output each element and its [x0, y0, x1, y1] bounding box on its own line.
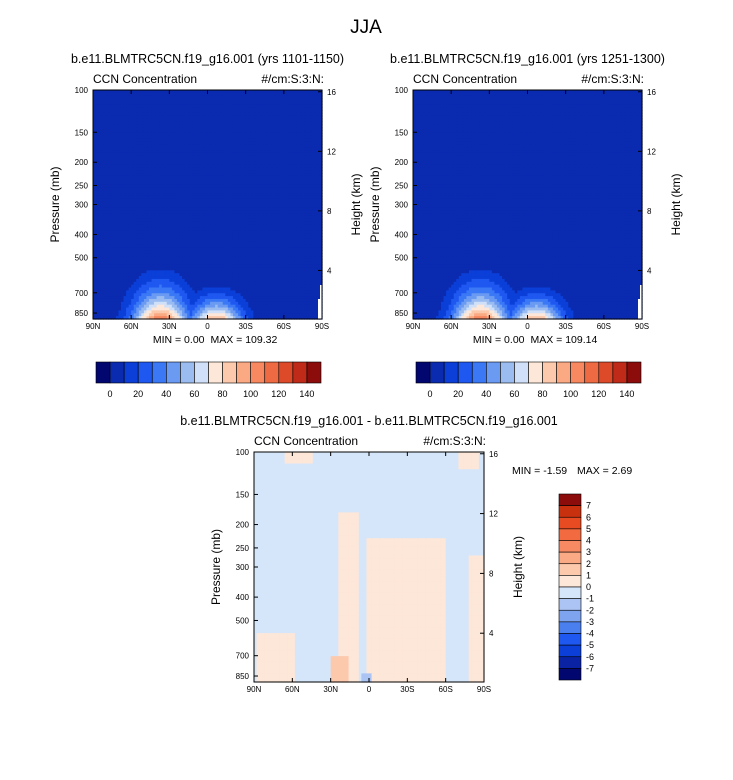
panel-1101-1150: b.e11.BLMTRC5CN.f19_g16.001 (yrs 1101-11… — [48, 52, 363, 399]
field-label-left: CCN Concentration — [93, 72, 197, 86]
figure-title: JJA — [350, 17, 382, 38]
panel-title: b.e11.BLMTRC5CN.f19_g16.001 (yrs 1101-11… — [71, 52, 344, 66]
contour-cells — [93, 90, 323, 320]
field-label-right: #/cm:S:3:N: — [261, 72, 324, 86]
